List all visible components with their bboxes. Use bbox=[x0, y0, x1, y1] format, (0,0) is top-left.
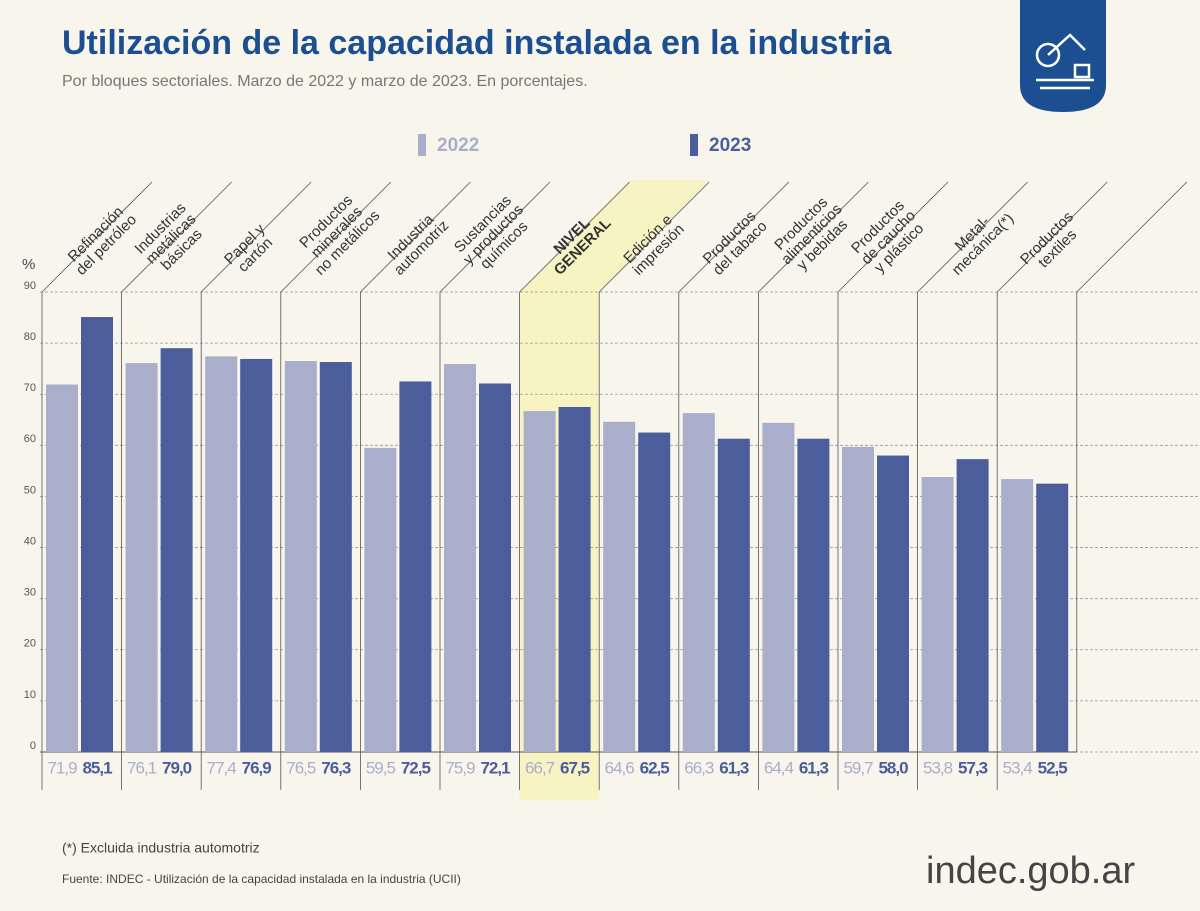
source: Fuente: INDEC - Utilización de la capaci… bbox=[62, 872, 461, 886]
y-tick-label: 80 bbox=[24, 331, 36, 343]
bar bbox=[46, 384, 78, 752]
bar bbox=[444, 364, 476, 752]
bar bbox=[558, 407, 591, 752]
divider-diagonal bbox=[837, 181, 949, 293]
divider-diagonal bbox=[280, 181, 392, 293]
value-label: 52,5 bbox=[1038, 758, 1068, 777]
y-tick-label: 90 bbox=[24, 280, 36, 292]
value-label: 76,5 bbox=[286, 758, 316, 777]
bar bbox=[682, 413, 715, 752]
bar bbox=[1036, 483, 1069, 752]
logo: indec.gob.ar bbox=[926, 850, 1135, 892]
value-label: 62,5 bbox=[640, 758, 670, 777]
bar bbox=[81, 317, 113, 752]
bar bbox=[240, 358, 273, 752]
y-tick-label: 60 bbox=[24, 433, 36, 445]
value-label: 66,3 bbox=[684, 758, 714, 777]
icon bbox=[1020, 0, 1106, 112]
bar bbox=[717, 438, 750, 752]
divider-diagonal bbox=[598, 181, 710, 293]
y-axis-label: % bbox=[22, 256, 35, 273]
divider-diagonal bbox=[1076, 181, 1188, 293]
bar bbox=[638, 432, 671, 752]
value-label: 64,4 bbox=[764, 758, 794, 777]
y-tick-label: 40 bbox=[24, 535, 36, 547]
divider-diagonal bbox=[439, 181, 551, 293]
value-label: 76,1 bbox=[127, 758, 157, 777]
value-label: 59,7 bbox=[843, 758, 873, 777]
legend-swatch bbox=[690, 134, 698, 156]
bar bbox=[603, 421, 636, 752]
value-label: 66,7 bbox=[525, 758, 555, 777]
value-label: 71,9 bbox=[47, 758, 77, 777]
bar bbox=[921, 477, 954, 752]
bar bbox=[205, 356, 238, 752]
bar bbox=[125, 363, 158, 752]
bar bbox=[160, 348, 193, 752]
legend-label: 2023 bbox=[709, 135, 751, 156]
value-label: 58,0 bbox=[878, 758, 908, 777]
divider-diagonal bbox=[758, 181, 869, 293]
y-tick-label: 20 bbox=[24, 638, 36, 650]
divider-diagonal bbox=[200, 181, 312, 293]
bar bbox=[523, 411, 556, 752]
value-label: 76,9 bbox=[242, 758, 272, 777]
value-label: 77,4 bbox=[207, 758, 237, 777]
value-label: 76,3 bbox=[321, 758, 351, 777]
value-label: 53,8 bbox=[923, 758, 953, 777]
divider-diagonal bbox=[678, 181, 790, 293]
bar bbox=[399, 381, 432, 752]
legend-swatch bbox=[418, 134, 426, 156]
chart-subtitle: Por bloques sectoriales. Marzo de 2022 y… bbox=[62, 73, 588, 90]
value-label: 75,9 bbox=[445, 758, 475, 777]
value-label: 61,3 bbox=[719, 758, 749, 777]
y-tick-label: 50 bbox=[24, 484, 36, 496]
y-tick-label: 10 bbox=[24, 689, 36, 701]
y-tick-label: 30 bbox=[24, 587, 36, 599]
value-label: 57,3 bbox=[958, 758, 988, 777]
bar bbox=[797, 438, 830, 752]
value-label: 85,1 bbox=[82, 758, 112, 777]
legend-label: 2022 bbox=[437, 135, 479, 156]
value-label: 64,6 bbox=[605, 758, 635, 777]
divider-diagonal bbox=[996, 181, 1108, 293]
bar bbox=[956, 459, 989, 752]
chart-title: Utilización de la capacidad instalada en… bbox=[62, 24, 893, 62]
bar bbox=[762, 422, 795, 752]
bar bbox=[284, 361, 317, 752]
value-label: 72,1 bbox=[480, 758, 510, 777]
bar bbox=[364, 447, 397, 752]
divider-diagonal bbox=[917, 181, 1028, 293]
value-label: 67,5 bbox=[560, 758, 590, 777]
divider-diagonal bbox=[360, 181, 471, 293]
value-label: 61,3 bbox=[799, 758, 829, 777]
bar bbox=[1001, 479, 1034, 752]
y-tick-label: 0 bbox=[30, 740, 36, 752]
value-label: 79,0 bbox=[162, 758, 192, 777]
bar bbox=[319, 362, 352, 752]
bar bbox=[479, 383, 511, 752]
value-label: 72,5 bbox=[401, 758, 431, 777]
y-tick-label: 70 bbox=[24, 382, 36, 394]
value-label: 53,4 bbox=[1003, 758, 1033, 777]
divider-diagonal bbox=[121, 181, 232, 293]
footnote: (*) Excluida industria automotriz bbox=[62, 840, 260, 856]
bar bbox=[877, 455, 909, 752]
divider-diagonal bbox=[519, 181, 630, 293]
bar bbox=[842, 446, 874, 752]
value-label: 59,5 bbox=[366, 758, 396, 777]
divider-diagonal bbox=[41, 181, 153, 293]
